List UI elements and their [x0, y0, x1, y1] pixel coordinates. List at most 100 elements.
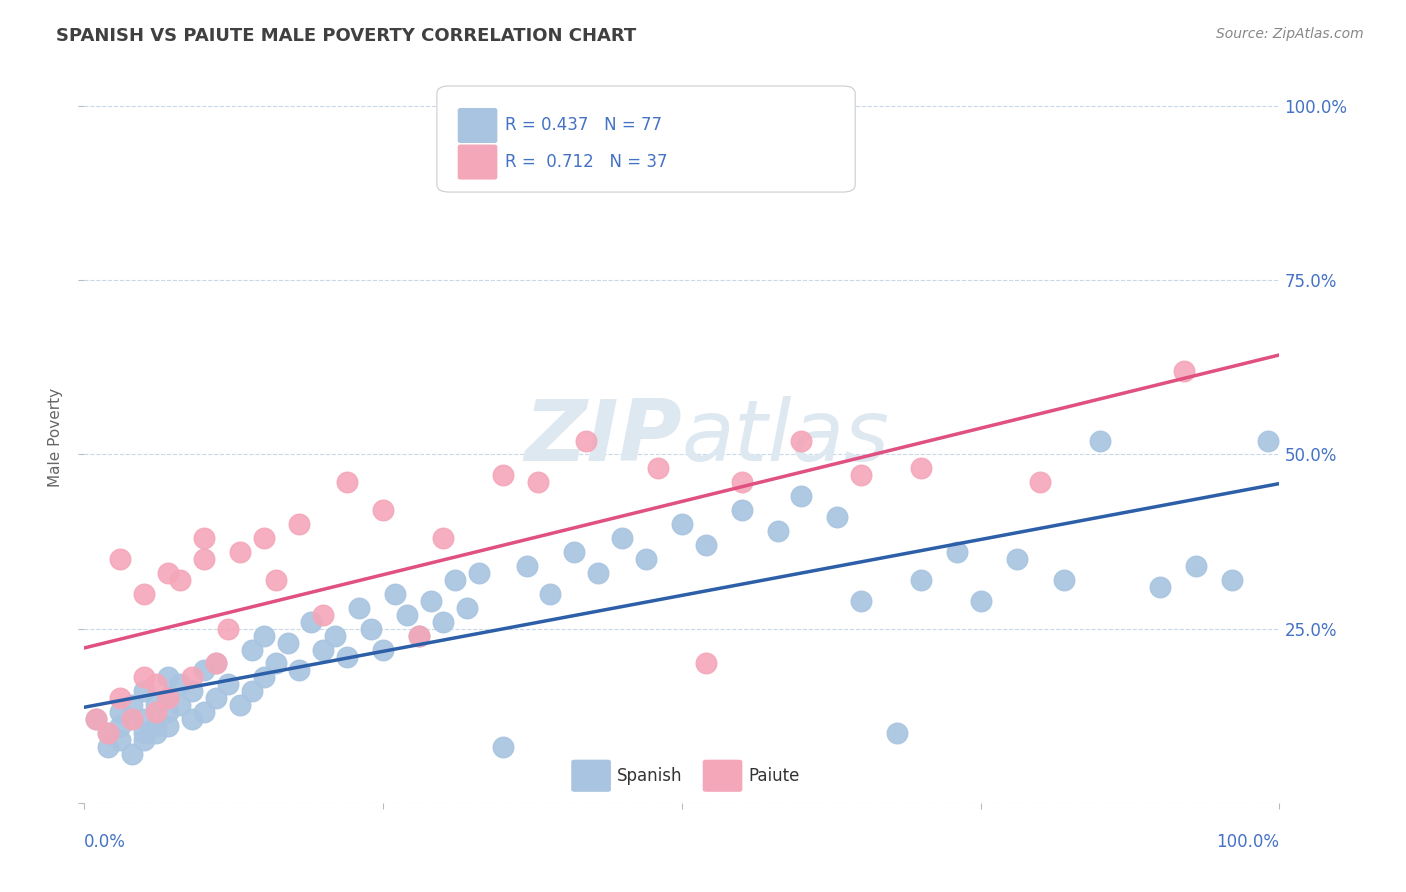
FancyBboxPatch shape	[572, 760, 610, 791]
Point	[132, 670, 156, 684]
Point	[396, 607, 419, 622]
Point	[132, 684, 156, 698]
Point	[217, 677, 239, 691]
Point	[193, 664, 215, 678]
Point	[360, 622, 382, 636]
Point	[336, 475, 359, 490]
Point	[612, 531, 634, 545]
Point	[384, 587, 406, 601]
Text: R =  0.712   N = 37: R = 0.712 N = 37	[505, 153, 668, 171]
Point	[132, 733, 156, 747]
Point	[970, 594, 993, 608]
Point	[121, 747, 143, 761]
Point	[205, 657, 228, 671]
Point	[1185, 558, 1208, 573]
Point	[1090, 434, 1112, 448]
Point	[253, 629, 276, 643]
Point	[827, 510, 849, 524]
Point	[145, 705, 167, 719]
Point	[205, 657, 228, 671]
Point	[181, 670, 204, 684]
Point	[253, 670, 276, 684]
Point	[86, 712, 108, 726]
Point	[325, 629, 347, 643]
Point	[121, 698, 143, 713]
Point	[110, 552, 132, 566]
Point	[408, 629, 430, 643]
Point	[229, 698, 252, 713]
Point	[790, 434, 813, 448]
Point	[86, 712, 108, 726]
Point	[349, 600, 371, 615]
Point	[97, 740, 120, 755]
Point	[516, 558, 538, 573]
Point	[312, 642, 335, 657]
FancyBboxPatch shape	[458, 109, 496, 143]
Point	[1053, 573, 1076, 587]
Point	[695, 657, 717, 671]
FancyBboxPatch shape	[437, 86, 855, 192]
Point	[468, 566, 491, 580]
Point	[588, 566, 610, 580]
Point	[527, 475, 550, 490]
Point	[264, 657, 287, 671]
Text: Source: ZipAtlas.com: Source: ZipAtlas.com	[1216, 27, 1364, 41]
Point	[420, 594, 443, 608]
Point	[564, 545, 586, 559]
Point	[432, 531, 454, 545]
Point	[145, 698, 167, 713]
Point	[540, 587, 562, 601]
Point	[456, 600, 478, 615]
Point	[288, 664, 311, 678]
Point	[132, 587, 156, 601]
FancyBboxPatch shape	[703, 760, 742, 791]
Point	[851, 468, 873, 483]
Point	[492, 468, 515, 483]
Point	[169, 677, 191, 691]
Point	[1149, 580, 1171, 594]
Point	[851, 594, 873, 608]
Text: ZIP: ZIP	[524, 395, 682, 479]
Point	[193, 552, 215, 566]
Point	[277, 635, 299, 649]
Point	[373, 642, 395, 657]
Point	[145, 719, 167, 733]
Point	[695, 538, 717, 552]
Point	[636, 552, 658, 566]
Point	[157, 719, 180, 733]
Point	[121, 712, 143, 726]
Point	[229, 545, 252, 559]
Point	[110, 733, 132, 747]
Point	[145, 726, 167, 740]
Point	[301, 615, 323, 629]
Point	[647, 461, 669, 475]
FancyBboxPatch shape	[458, 145, 496, 179]
Point	[240, 642, 263, 657]
Point	[169, 698, 191, 713]
Text: 100.0%: 100.0%	[1216, 833, 1279, 851]
Y-axis label: Male Poverty: Male Poverty	[48, 387, 63, 487]
Point	[205, 691, 228, 706]
Point	[1005, 552, 1028, 566]
Point	[253, 531, 276, 545]
Point	[946, 545, 969, 559]
Point	[110, 705, 132, 719]
Point	[910, 461, 932, 475]
Point	[193, 531, 215, 545]
Point	[121, 712, 143, 726]
Point	[217, 622, 239, 636]
Point	[575, 434, 598, 448]
Point	[1029, 475, 1052, 490]
Point	[373, 503, 395, 517]
Point	[910, 573, 932, 587]
Point	[444, 573, 467, 587]
Point	[110, 691, 132, 706]
Point	[157, 691, 180, 706]
Point	[145, 677, 167, 691]
Point	[886, 726, 908, 740]
Point	[157, 566, 180, 580]
Text: atlas: atlas	[682, 395, 890, 479]
Text: 0.0%: 0.0%	[84, 833, 127, 851]
Point	[1173, 364, 1195, 378]
Point	[1220, 573, 1243, 587]
